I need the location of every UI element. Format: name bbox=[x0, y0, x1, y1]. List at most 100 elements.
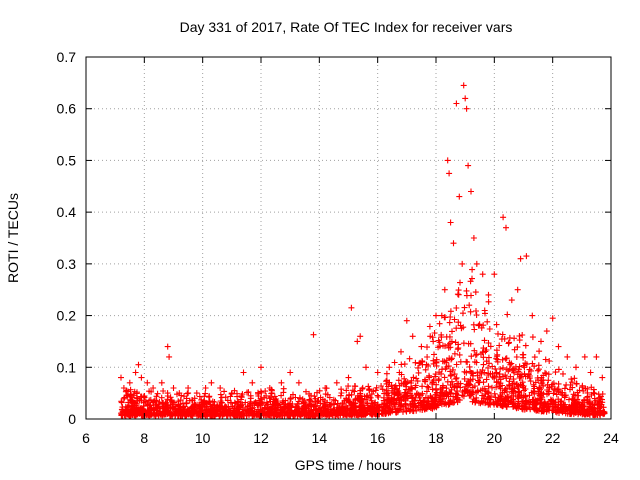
data-point bbox=[433, 389, 440, 396]
y-tick-label: 0.3 bbox=[57, 256, 77, 272]
data-point bbox=[286, 407, 293, 414]
data-point bbox=[548, 383, 555, 390]
data-point bbox=[306, 390, 313, 397]
data-point bbox=[573, 380, 580, 387]
data-point bbox=[154, 390, 161, 397]
data-point bbox=[531, 385, 538, 392]
data-point bbox=[480, 361, 487, 368]
data-point bbox=[202, 385, 209, 391]
data-point bbox=[467, 340, 474, 347]
data-point bbox=[467, 278, 474, 285]
data-point bbox=[599, 374, 606, 381]
data-point bbox=[339, 404, 346, 411]
data-point bbox=[536, 348, 543, 355]
data-point bbox=[469, 275, 475, 282]
data-point bbox=[121, 394, 128, 401]
data-point bbox=[589, 408, 596, 415]
data-point bbox=[392, 409, 399, 416]
data-point bbox=[429, 386, 436, 393]
data-point bbox=[447, 314, 454, 320]
data-point bbox=[522, 386, 529, 392]
data-point bbox=[127, 391, 134, 397]
data-point bbox=[432, 401, 439, 408]
data-point bbox=[332, 412, 339, 419]
data-point bbox=[596, 401, 603, 408]
data-point bbox=[478, 370, 485, 377]
data-point bbox=[378, 383, 385, 389]
data-point bbox=[264, 405, 271, 412]
data-point bbox=[449, 328, 455, 335]
data-point bbox=[148, 388, 155, 395]
data-point bbox=[460, 82, 467, 89]
data-point bbox=[574, 405, 581, 412]
data-point bbox=[202, 407, 209, 414]
data-point bbox=[533, 405, 540, 412]
data-point bbox=[168, 397, 175, 404]
data-point bbox=[392, 406, 399, 412]
data-point bbox=[160, 388, 167, 394]
data-point bbox=[471, 383, 478, 390]
data-point bbox=[457, 322, 464, 329]
data-point bbox=[211, 399, 218, 405]
data-point bbox=[463, 358, 470, 365]
data-point bbox=[425, 384, 432, 391]
data-point bbox=[219, 405, 226, 412]
data-point bbox=[587, 369, 594, 376]
data-point bbox=[155, 401, 162, 407]
data-point bbox=[422, 366, 429, 373]
data-point bbox=[433, 358, 440, 365]
data-point bbox=[206, 398, 213, 405]
x-tick-label: 20 bbox=[487, 430, 503, 446]
data-point bbox=[217, 385, 224, 391]
data-point bbox=[589, 411, 596, 418]
data-point bbox=[512, 402, 518, 408]
data-point bbox=[463, 369, 470, 376]
data-point bbox=[351, 407, 358, 414]
data-point bbox=[431, 397, 437, 404]
data-point bbox=[170, 385, 177, 391]
data-point bbox=[395, 377, 402, 384]
data-point bbox=[366, 405, 373, 412]
data-point bbox=[310, 331, 317, 338]
data-point bbox=[339, 410, 346, 416]
data-point bbox=[503, 224, 509, 231]
data-point bbox=[469, 266, 476, 273]
data-point bbox=[439, 382, 446, 389]
data-point bbox=[485, 372, 492, 378]
data-point bbox=[436, 343, 443, 350]
data-point bbox=[419, 359, 426, 365]
data-point bbox=[443, 385, 450, 392]
data-point bbox=[483, 358, 490, 365]
data-point bbox=[398, 371, 405, 378]
data-point bbox=[517, 381, 524, 388]
data-point bbox=[266, 411, 273, 418]
data-point bbox=[441, 358, 448, 365]
data-point bbox=[177, 407, 184, 414]
data-point bbox=[415, 369, 422, 376]
data-point bbox=[485, 401, 492, 408]
x-tick-label: 12 bbox=[253, 430, 269, 446]
data-point bbox=[534, 397, 541, 404]
data-point bbox=[401, 375, 408, 382]
data-point bbox=[217, 398, 224, 405]
data-point bbox=[282, 397, 289, 404]
data-point bbox=[448, 386, 455, 393]
data-point bbox=[135, 361, 142, 368]
data-point bbox=[430, 338, 437, 345]
data-point bbox=[451, 316, 458, 323]
data-point bbox=[570, 391, 577, 398]
data-point bbox=[517, 255, 524, 262]
data-point bbox=[411, 397, 418, 404]
y-tick-label: 0.5 bbox=[57, 152, 77, 168]
data-point bbox=[483, 376, 490, 383]
data-point bbox=[441, 400, 447, 407]
data-point bbox=[448, 356, 455, 363]
data-point bbox=[416, 360, 423, 367]
data-point bbox=[146, 397, 153, 404]
data-point bbox=[176, 390, 183, 397]
data-point bbox=[570, 402, 577, 409]
data-point bbox=[588, 384, 595, 391]
data-point bbox=[452, 339, 459, 346]
data-point bbox=[538, 389, 545, 396]
data-point bbox=[531, 354, 538, 361]
